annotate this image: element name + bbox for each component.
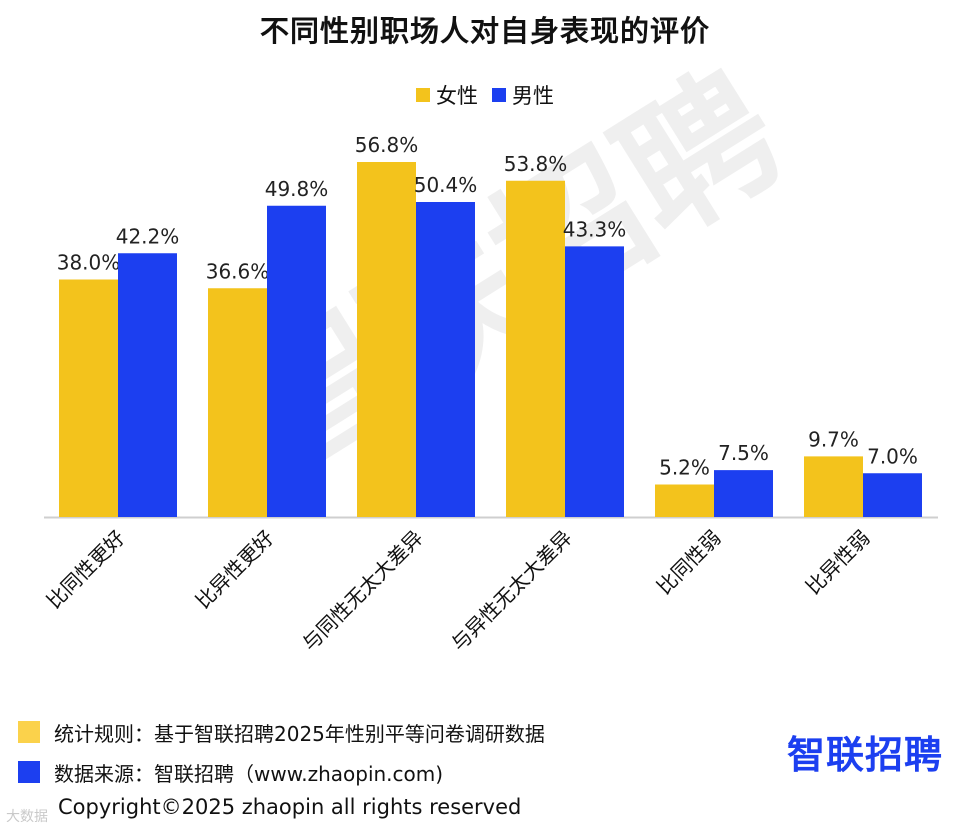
data-label-female: 5.2% <box>659 456 710 480</box>
bar-female <box>804 456 863 517</box>
data-label-male: 42.2% <box>116 224 180 248</box>
bar-male <box>267 205 326 517</box>
notes: 统计规则：基于智联招聘2025年性别平等问卷调研数据 数据来源：智联招聘（www… <box>18 712 545 792</box>
copyright-text: Copyright©2025 zhaopin all rights reserv… <box>58 795 522 819</box>
data-label-male: 7.5% <box>718 441 769 465</box>
data-label-female: 36.6% <box>206 259 270 283</box>
x-tick-label: 比异性更好 <box>191 526 279 614</box>
data-label-female: 9.7% <box>808 427 859 451</box>
data-label-male: 7.0% <box>867 444 918 468</box>
data-label-male: 50.4% <box>414 173 478 197</box>
note-source-text: 数据来源：智联招聘（www.zhaopin.com) <box>54 761 444 786</box>
x-tick-label: 与异性无太大差异 <box>446 526 576 656</box>
note-source-row: 数据来源：智联招聘（www.zhaopin.com) <box>18 752 545 792</box>
bar-female <box>357 162 416 517</box>
note-rule-row: 统计规则：基于智联招聘2025年性别平等问卷调研数据 <box>18 712 545 752</box>
legend-item-female: 女性 <box>416 80 478 110</box>
bar-male <box>416 202 475 517</box>
chart-title: 不同性别职场人对自身表现的评价 <box>259 14 710 48</box>
bar-male <box>714 470 773 517</box>
legend-label-male: 男性 <box>512 84 554 108</box>
data-label-female: 38.0% <box>57 251 121 275</box>
data-label-female: 56.8% <box>355 133 419 157</box>
x-tick-label: 比同性弱 <box>652 526 726 600</box>
note-swatch-blue <box>18 761 40 783</box>
data-label-male: 43.3% <box>563 217 627 241</box>
bottom-watermark: 大数据 <box>6 809 48 825</box>
bar-female <box>655 484 714 517</box>
data-label-female: 53.8% <box>504 152 568 176</box>
x-tick-label: 比异性弱 <box>801 526 875 600</box>
bar-female <box>506 180 565 517</box>
x-tick-label: 与同性无太大差异 <box>297 526 427 656</box>
note-swatch-yellow <box>18 721 40 743</box>
legend-item-male: 男性 <box>492 80 554 110</box>
legend-swatch-female <box>416 88 430 102</box>
bar-male <box>118 253 177 517</box>
bar-chart: 38.0% 42.2% 比同性更好 36.6% 49.8% 比异性更好 56.8% 50.4%… <box>42 133 938 656</box>
brand-logo: 智联招聘 <box>787 733 944 777</box>
data-label-male: 49.8% <box>265 177 329 201</box>
bar-female <box>208 288 267 517</box>
bar-male <box>863 473 922 517</box>
bar-male <box>565 246 624 517</box>
legend-swatch-male <box>492 88 506 102</box>
legend-label-female: 女性 <box>436 84 478 108</box>
note-rule-text: 统计规则：基于智联招聘2025年性别平等问卷调研数据 <box>54 721 545 746</box>
legend: 女性 男性 <box>0 80 970 110</box>
bar-female <box>59 279 118 517</box>
x-tick-label: 比同性更好 <box>42 526 130 614</box>
